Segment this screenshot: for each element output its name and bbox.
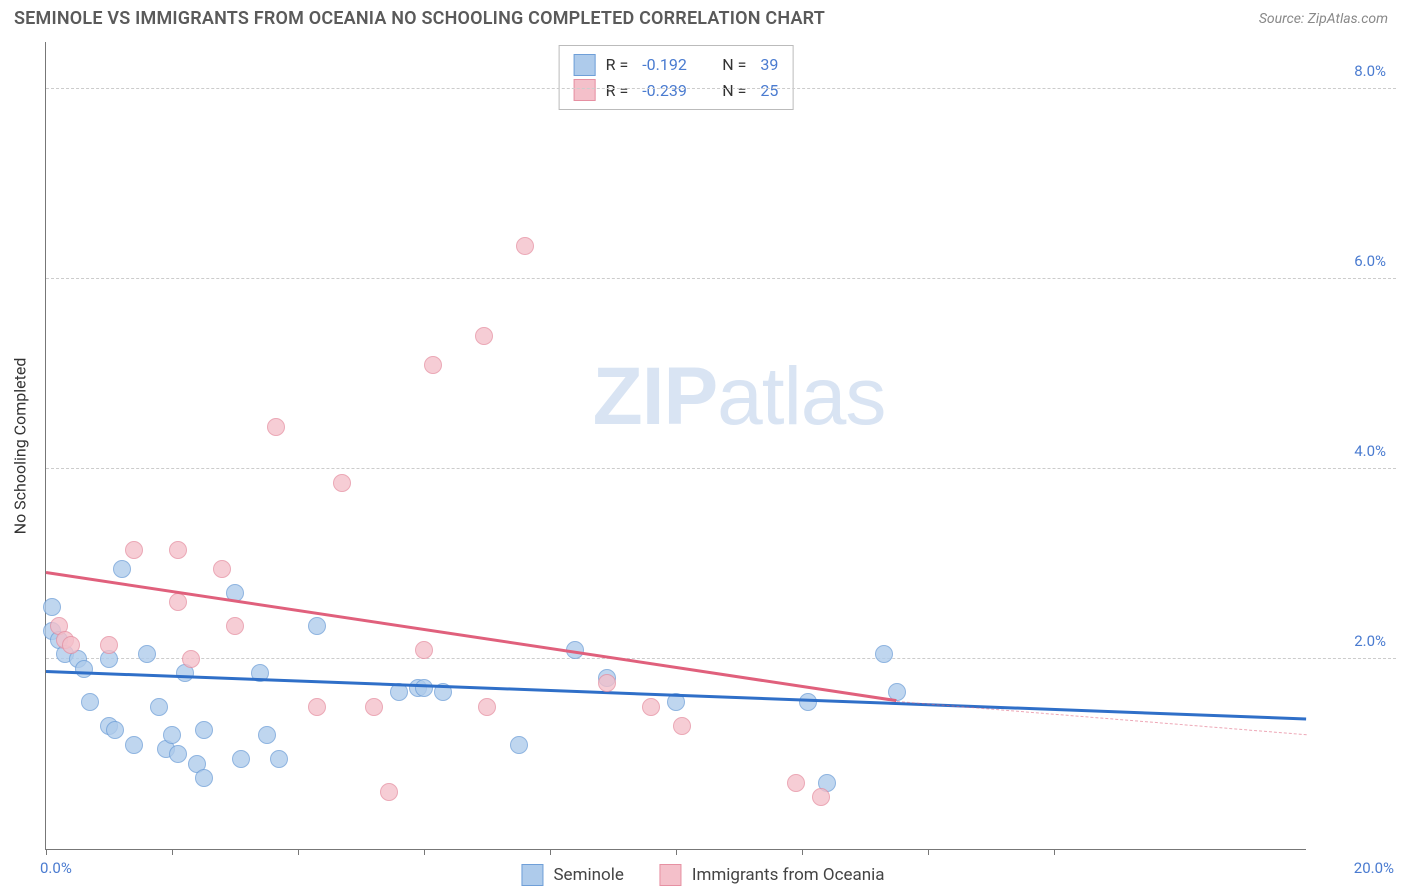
data-point	[380, 783, 398, 801]
data-point	[673, 717, 691, 735]
r-value: -0.192	[642, 52, 702, 78]
data-point	[424, 356, 442, 374]
x-tick	[1054, 849, 1055, 855]
legend-item: Seminole	[521, 864, 623, 886]
data-point	[267, 418, 285, 436]
data-point	[125, 541, 143, 559]
x-tick	[424, 849, 425, 855]
legend-label: Immigrants from Oceania	[692, 865, 885, 885]
r-label: R =	[606, 78, 629, 104]
chart-title: SEMINOLE VS IMMIGRANTS FROM OCEANIA NO S…	[14, 8, 825, 29]
trend-line	[46, 571, 897, 702]
n-value: 39	[760, 52, 778, 78]
data-point	[113, 560, 131, 578]
y-tick-label: 6.0%	[1354, 252, 1386, 270]
data-point	[195, 721, 213, 739]
data-point	[81, 693, 99, 711]
x-tick	[550, 849, 551, 855]
data-point	[182, 650, 200, 668]
n-label: N =	[722, 52, 746, 78]
gridline	[46, 468, 1396, 469]
watermark: ZIPatlas	[593, 350, 886, 444]
data-point	[213, 560, 231, 578]
legend-item: Immigrants from Oceania	[660, 864, 885, 886]
legend-swatch	[521, 864, 543, 886]
data-point	[475, 327, 493, 345]
x-tick	[802, 849, 803, 855]
data-point	[875, 645, 893, 663]
n-label: N =	[722, 78, 746, 104]
data-point	[100, 636, 118, 654]
watermark-bold: ZIP	[593, 351, 718, 442]
legend-swatch	[574, 79, 596, 101]
data-point	[812, 788, 830, 806]
data-point	[163, 726, 181, 744]
correlation-row: R = -0.239 N = 25	[574, 78, 779, 104]
data-point	[232, 750, 250, 768]
gridline	[46, 88, 1396, 89]
gridline	[46, 658, 1396, 659]
chart-area: No Schooling Completed ZIPatlas R =-0.19…	[45, 42, 1396, 850]
y-tick-label: 2.0%	[1354, 632, 1386, 650]
source-label: Source: ZipAtlas.com	[1259, 11, 1388, 27]
data-point	[415, 641, 433, 659]
data-point	[150, 698, 168, 716]
data-point	[226, 617, 244, 635]
correlation-row: R = -0.192 N = 39	[574, 52, 779, 78]
data-point	[75, 660, 93, 678]
data-point	[642, 698, 660, 716]
y-axis-label: No Schooling Completed	[11, 357, 30, 534]
y-tick-label: 4.0%	[1354, 442, 1386, 460]
data-point	[478, 698, 496, 716]
data-point	[510, 736, 528, 754]
x-axis-end-label: 20.0%	[1354, 859, 1394, 877]
data-point	[43, 598, 61, 616]
data-point	[169, 541, 187, 559]
data-point	[787, 774, 805, 792]
data-point	[333, 474, 351, 492]
data-point	[106, 721, 124, 739]
data-point	[270, 750, 288, 768]
x-axis-start-label: 0.0%	[40, 859, 72, 877]
watermark-rest: atlas	[717, 351, 885, 442]
r-label: R =	[606, 52, 629, 78]
correlation-legend: R = -0.192 N = 39 R = -0.239 N = 25	[559, 45, 794, 110]
data-point	[169, 593, 187, 611]
trend-line	[46, 670, 1306, 720]
data-point	[125, 736, 143, 754]
data-point	[516, 237, 534, 255]
data-point	[258, 726, 276, 744]
x-tick	[298, 849, 299, 855]
series-legend: Seminole Immigrants from Oceania	[521, 864, 884, 886]
data-point	[195, 769, 213, 787]
data-point	[62, 636, 80, 654]
n-value: 25	[760, 78, 778, 104]
x-tick	[928, 849, 929, 855]
legend-swatch	[574, 54, 596, 76]
plot-area: No Schooling Completed ZIPatlas R =-0.19…	[45, 42, 1306, 850]
legend-swatch	[660, 864, 682, 886]
y-tick-label: 8.0%	[1354, 62, 1386, 80]
data-point	[308, 698, 326, 716]
data-point	[138, 645, 156, 663]
data-point	[365, 698, 383, 716]
gridline	[46, 278, 1396, 279]
x-tick	[676, 849, 677, 855]
x-tick	[172, 849, 173, 855]
data-point	[415, 679, 433, 697]
data-point	[169, 745, 187, 763]
data-point	[308, 617, 326, 635]
x-tick	[46, 849, 47, 855]
legend-label: Seminole	[553, 865, 623, 885]
r-value: -0.239	[642, 78, 702, 104]
data-point	[598, 674, 616, 692]
